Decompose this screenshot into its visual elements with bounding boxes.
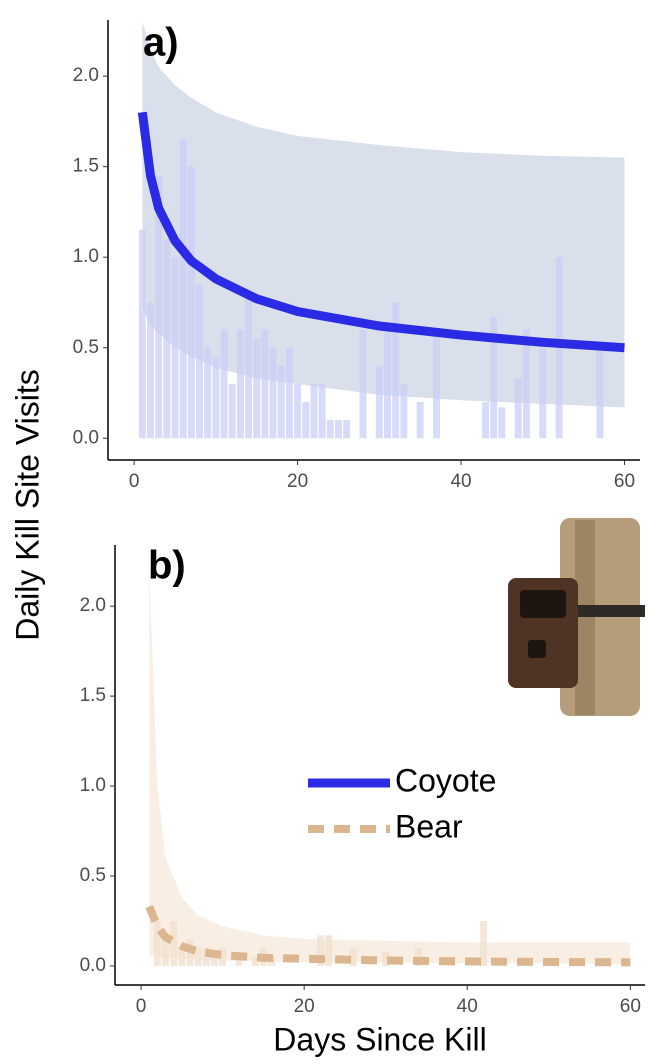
legend-label: Coyote bbox=[395, 762, 496, 798]
bar bbox=[498, 407, 506, 439]
bar bbox=[539, 347, 547, 439]
bar bbox=[228, 383, 236, 439]
bar bbox=[334, 420, 342, 439]
bar bbox=[302, 402, 310, 439]
camera-lens bbox=[528, 640, 546, 658]
y-tick-label: 1.0 bbox=[80, 775, 106, 796]
bar bbox=[349, 947, 357, 966]
bar bbox=[171, 257, 179, 439]
bar bbox=[212, 356, 220, 439]
bar bbox=[245, 293, 253, 439]
bar bbox=[482, 402, 490, 439]
fit-line bbox=[145, 905, 631, 967]
fit-line bbox=[137, 111, 625, 353]
bar bbox=[277, 365, 285, 439]
legend: Coyote Bear bbox=[308, 762, 496, 844]
bar bbox=[343, 420, 351, 439]
bar bbox=[235, 956, 243, 966]
bar bbox=[178, 947, 186, 966]
bar bbox=[179, 139, 187, 439]
x-tick-label: 60 bbox=[614, 471, 635, 492]
y-tick-label: 2.0 bbox=[80, 595, 106, 616]
panel: 0.0 0.5 1.0 1.5 2.0 0 20 40 60 bbox=[73, 20, 640, 492]
y-tick-label: 0.5 bbox=[73, 337, 99, 358]
bar bbox=[480, 920, 488, 966]
confidence-band bbox=[149, 570, 631, 965]
y-tick-label: 0.0 bbox=[80, 955, 106, 976]
camera-photo bbox=[508, 518, 645, 716]
panel-label: b) bbox=[148, 544, 186, 588]
bar bbox=[416, 402, 424, 439]
bar bbox=[138, 230, 146, 439]
x-tick-label: 40 bbox=[457, 996, 478, 1017]
bar bbox=[204, 347, 212, 439]
x-tick-label: 20 bbox=[294, 996, 315, 1017]
x-tick-label: 60 bbox=[620, 996, 641, 1017]
bar bbox=[219, 947, 227, 966]
bar bbox=[163, 239, 171, 439]
bar bbox=[261, 329, 269, 439]
bar bbox=[153, 920, 161, 966]
tree-bark bbox=[575, 520, 595, 715]
y-tick-label: 0.0 bbox=[73, 427, 99, 448]
x-tick-label: 20 bbox=[287, 471, 308, 492]
y-tick-label: 1.0 bbox=[73, 246, 99, 267]
bar bbox=[400, 383, 408, 439]
bar bbox=[490, 316, 498, 439]
y-tick-label: 0.5 bbox=[80, 865, 106, 886]
bar bbox=[162, 938, 170, 966]
bar bbox=[187, 166, 195, 439]
bar bbox=[359, 329, 367, 439]
bar bbox=[155, 175, 163, 439]
legend-label: Bear bbox=[395, 808, 463, 844]
bar bbox=[251, 956, 259, 966]
panel: 0.0 0.5 1.0 1.5 2.0 0 20 40 60 bbox=[80, 545, 645, 1017]
bar bbox=[326, 420, 334, 439]
bar bbox=[147, 302, 154, 439]
bar bbox=[220, 329, 228, 439]
bar bbox=[253, 338, 261, 439]
y-tick-label: 2.0 bbox=[73, 65, 99, 86]
bar bbox=[433, 329, 440, 439]
bar bbox=[310, 383, 318, 439]
bar bbox=[392, 302, 400, 439]
bar bbox=[236, 329, 244, 439]
confidence-band bbox=[142, 21, 625, 408]
panel-label: a) bbox=[143, 21, 179, 65]
bar bbox=[170, 920, 178, 966]
bar bbox=[596, 347, 604, 439]
x-tick-label: 40 bbox=[450, 471, 471, 492]
bar bbox=[202, 947, 210, 966]
bar bbox=[285, 347, 293, 439]
x-tick-label: 0 bbox=[136, 996, 147, 1017]
x-axis-label: Days Since Kill bbox=[273, 1021, 486, 1057]
y-tick-label: 1.5 bbox=[73, 156, 99, 177]
y-tick-label: 1.5 bbox=[80, 685, 106, 706]
bar bbox=[294, 383, 302, 439]
bar bbox=[211, 956, 218, 966]
bar bbox=[196, 284, 203, 439]
camera-sensor bbox=[520, 590, 566, 618]
bar bbox=[384, 329, 391, 439]
y-axis-label: Daily Kill Site Visits bbox=[9, 369, 45, 640]
bar bbox=[194, 947, 202, 966]
bar bbox=[382, 951, 390, 966]
x-tick-label: 0 bbox=[129, 471, 140, 492]
bar bbox=[514, 378, 522, 439]
bar bbox=[269, 347, 277, 439]
bar bbox=[375, 365, 383, 439]
bar bbox=[317, 935, 324, 966]
bar bbox=[318, 383, 326, 439]
bar bbox=[325, 935, 333, 966]
bar bbox=[522, 329, 530, 439]
